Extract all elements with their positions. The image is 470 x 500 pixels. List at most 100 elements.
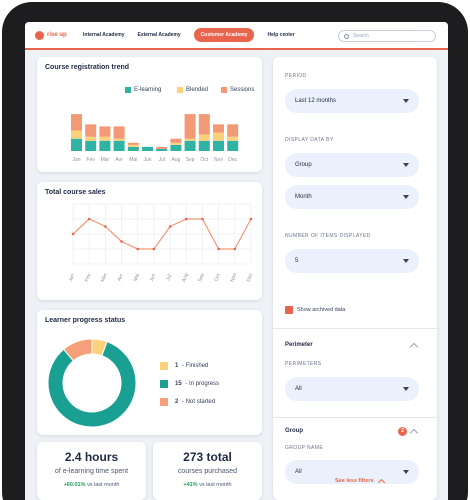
stat-delta-suffix: vs last month	[199, 482, 232, 488]
sales-point-mar	[104, 225, 107, 228]
legend-swatch-blended	[177, 87, 183, 93]
bar-sessions-dec	[227, 124, 239, 137]
bar-e-learning-jan	[71, 138, 82, 151]
bar-e-learning-fev	[85, 140, 97, 151]
legend-label-sessions: Sessions	[230, 87, 255, 93]
progress-legend-not-started: 2 - Not started	[160, 398, 215, 406]
progress-dash: -	[180, 363, 186, 369]
items-displayed-label: NUMBER OF ITEMS DISPLAYED	[285, 233, 371, 239]
caret-down-icon	[403, 163, 409, 167]
x-tick-label: Dec	[228, 157, 237, 163]
bar-e-learning-jul	[156, 148, 168, 151]
bar-sessions-jul	[156, 146, 168, 149]
progress-swatch-in-progress	[160, 380, 168, 388]
display-data-label: DISPLAY DATA BY	[285, 137, 334, 143]
bar-blended-dec	[227, 136, 239, 141]
group-name-value: All	[295, 469, 302, 475]
nav-item-external-academy[interactable]: External Academy	[137, 32, 181, 38]
search-input[interactable]: Search	[338, 30, 436, 42]
x-tick-label: Avr	[117, 273, 125, 282]
legend-item-elearning: E-learning	[125, 87, 161, 93]
registration-trend-card: Course registration trend E-learning Ble…	[37, 57, 262, 172]
legend-item-sessions: Sessions	[221, 87, 254, 93]
x-tick-label: Mar	[101, 157, 110, 163]
bar-blended-mai	[127, 144, 139, 147]
sales-point-mai	[136, 247, 140, 251]
group-name-select[interactable]: All	[285, 460, 419, 484]
show-archived-checkbox[interactable]: Show archived data	[285, 306, 345, 314]
stat-delta-value: +41%	[183, 482, 198, 488]
nav-item-help-center[interactable]: Help center	[267, 32, 295, 38]
x-tick-label: Mar	[100, 272, 109, 282]
divider	[273, 417, 437, 418]
sales-point-nov	[233, 247, 237, 251]
see-less-filters-link[interactable]: See less filters	[335, 477, 385, 487]
x-tick-label: Sep	[186, 157, 195, 163]
chevron-up-icon[interactable]	[409, 342, 419, 352]
logo[interactable]: rise up	[35, 30, 77, 40]
academy-nav: Internal Academy External Academy Custom…	[83, 28, 308, 42]
search-placeholder: Search	[353, 33, 369, 39]
chevron-up-icon[interactable]	[409, 428, 419, 438]
bar-sessions-aug	[170, 138, 182, 143]
x-tick-label: Jan	[72, 157, 80, 163]
x-tick-label: Jun	[143, 157, 151, 163]
stat-card-elearning-time: 2.4 hours of e-learning time spent +60.0…	[37, 442, 146, 500]
legend-swatch-sessions	[221, 87, 227, 93]
display-period-value: Month	[295, 194, 312, 200]
items-displayed-select[interactable]: 5	[285, 249, 419, 273]
stat-value-courses-purchased: 273 total	[183, 450, 232, 464]
stat-card-courses-purchased: 273 total courses purchased +41% vs last…	[153, 442, 262, 500]
learner-progress-title: Learner progress status	[45, 317, 126, 324]
perimeters-label: PERIMETERS	[285, 361, 322, 367]
sales-point-oct	[217, 247, 220, 251]
bar-sessions-fev	[85, 124, 97, 137]
x-tick-label: Avr	[115, 157, 123, 163]
bar-e-learning-dec	[227, 140, 239, 151]
caret-down-icon	[403, 470, 409, 474]
legend-label-blended: Blended	[186, 87, 209, 93]
bar-e-learning-mar	[99, 140, 111, 151]
x-tick-label: Dec	[246, 272, 255, 283]
learner-progress-card: Learner progress status 1 - Finished 15 …	[37, 310, 262, 435]
sales-point-jan	[71, 232, 75, 236]
sales-point-sep	[201, 217, 204, 221]
legend-item-blended: Blended	[177, 87, 208, 93]
x-tick-label: Jul	[158, 157, 164, 163]
perimeters-select[interactable]: All	[285, 377, 419, 401]
stat-delta-suffix: vs last month	[87, 482, 120, 488]
display-group-value: Group	[295, 162, 312, 168]
x-tick-label: Oct	[214, 272, 223, 282]
period-label: PERIOD	[285, 73, 307, 79]
stat-delta-elearning-time: +60.01% vs last month	[37, 482, 146, 488]
group-name-label: GROUP NAME	[285, 445, 324, 451]
caret-down-icon	[403, 195, 409, 199]
bar-sessions-jan	[71, 114, 82, 131]
items-displayed-value: 5	[295, 258, 299, 264]
progress-count-finished: 1	[175, 363, 179, 369]
nav-item-customer-academy[interactable]: Customer Academy	[193, 28, 255, 42]
x-tick-label: Aug	[181, 272, 190, 283]
show-archived-label: Show archived data	[297, 307, 346, 313]
display-group-select[interactable]: Group	[285, 153, 419, 177]
x-tick-label: Nov	[230, 272, 239, 283]
caret-down-icon	[403, 387, 409, 391]
search-icon	[344, 33, 349, 39]
stat-caption-courses-purchased: courses purchased	[177, 468, 238, 475]
progress-legend-finished: 1 - Finished	[160, 362, 208, 370]
donut-slice-in-progress	[47, 341, 137, 428]
logo-text: rise up	[47, 32, 67, 38]
registration-bar-chart: Jan Fev Mar Avr Mai Jun Jul Aug Sep Oct Nov Dec	[71, 114, 239, 163]
bar-sessions-oct	[198, 114, 210, 135]
progress-legend-in-progress: 15 - In progress	[160, 380, 219, 388]
period-select[interactable]: Last 12 months	[285, 89, 419, 113]
progress-count-in-progress: 15	[175, 381, 182, 387]
group-section-title: Group	[285, 428, 303, 434]
nav-item-internal-academy[interactable]: Internal Academy	[83, 32, 125, 38]
bar-e-learning-jun	[142, 146, 153, 151]
bar-blended-oct	[198, 134, 210, 141]
bar-blended-mar	[99, 136, 111, 141]
period-value: Last 12 months	[295, 98, 337, 104]
bar-sessions-sep	[184, 114, 196, 139]
display-period-select[interactable]: Month	[285, 185, 419, 209]
